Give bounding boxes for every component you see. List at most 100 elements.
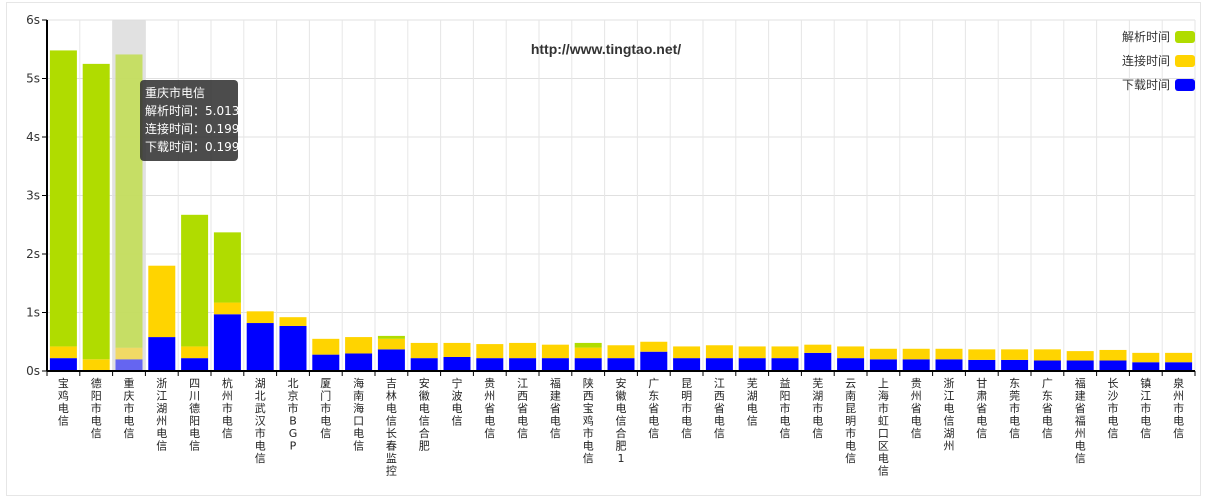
- bar-segment: [345, 353, 373, 371]
- bar-segment: [410, 358, 438, 371]
- x-category-label: 德阳市电信: [91, 376, 102, 440]
- bar-segment: [673, 358, 701, 371]
- bar-segment: [345, 337, 373, 354]
- x-category-label: 四川德阳电信: [189, 377, 200, 453]
- y-tick-label: 5s: [26, 72, 40, 86]
- legend-label: 解析时间: [1122, 30, 1170, 44]
- bar-segment: [771, 358, 799, 371]
- bar-segment: [377, 335, 405, 339]
- tooltip-title: 重庆市电信: [145, 85, 205, 100]
- x-category-label: 贵州省电信: [484, 377, 495, 440]
- x-category-label: 昆明市电信: [681, 377, 692, 440]
- bar-segment: [935, 359, 963, 371]
- bar-segment: [82, 63, 110, 360]
- bar-segment: [312, 354, 340, 371]
- y-tick-labels: 0s 1s 2s 3s 4s 5s 6s: [26, 13, 40, 378]
- legend-swatch: [1175, 55, 1195, 67]
- x-category-label: 安徽电信合肥 1: [616, 376, 627, 465]
- legend-label: 连接时间: [1122, 53, 1170, 68]
- x-category-label: 宝鸡电信: [58, 376, 69, 428]
- bar-segment: [509, 358, 537, 371]
- bar-segment: [213, 314, 241, 371]
- bar-segment: [968, 359, 996, 371]
- bar-segment: [574, 347, 602, 359]
- y-tick-label: 6s: [26, 13, 40, 27]
- x-category-label: 贵州省电信: [911, 377, 922, 440]
- bar-segment: [607, 358, 635, 371]
- bar-segment: [115, 347, 143, 360]
- bar-segment: [1066, 351, 1094, 361]
- bar-segment: [574, 342, 602, 348]
- bar-segment: [377, 338, 405, 350]
- bar-segment: [115, 359, 143, 371]
- bar-segment: [213, 232, 241, 303]
- tooltip-box: [140, 80, 238, 161]
- x-category-label: 云南昆明市电信: [845, 377, 856, 465]
- bar-segment: [705, 358, 733, 371]
- x-category-label: 芜湖电信: [747, 376, 758, 428]
- bar-segment: [1132, 352, 1160, 363]
- bar-segment: [49, 346, 77, 359]
- bar-segment: [541, 358, 569, 371]
- bar-segment: [673, 346, 701, 359]
- bar-segment: [541, 344, 569, 359]
- tooltip-line: 连接时间：0.199: [145, 121, 239, 136]
- x-category-label: 东莞市电信: [1009, 377, 1020, 440]
- chart-title: http://www.tingtao.net/: [531, 41, 681, 57]
- legend-swatch: [1175, 79, 1195, 91]
- y-tick-label: 0s: [26, 364, 40, 378]
- x-category-label: 上海市虹口区电信: [878, 377, 889, 478]
- x-category-label: 江西省电信: [714, 377, 725, 440]
- bar-segment: [837, 346, 865, 359]
- bar-segment: [443, 356, 471, 371]
- bar-segment: [935, 348, 963, 360]
- x-category-label: 广东省电信: [1042, 377, 1053, 440]
- bar-segment: [148, 265, 176, 338]
- x-category-label: 镇江市电信: [1140, 376, 1151, 440]
- x-category-label: 广东省电信: [648, 377, 659, 440]
- bar-segment: [1001, 359, 1029, 371]
- bar-segment: [181, 346, 209, 359]
- bar-segment: [410, 342, 438, 359]
- x-category-label: 宁波电信: [452, 376, 463, 428]
- x-category-label: 陕西宝鸡市电信: [583, 376, 594, 465]
- bar-segment: [279, 317, 307, 326]
- bar-segment: [902, 359, 930, 371]
- bar-segment: [640, 351, 668, 371]
- bar-segment: [837, 358, 865, 371]
- bar-segment: [213, 302, 241, 315]
- bar-segment: [1165, 352, 1193, 363]
- x-category-label: 福建省福州电信: [1075, 376, 1086, 465]
- bar-segment: [509, 342, 537, 359]
- bar-segment: [476, 344, 504, 359]
- bar-segment: [738, 358, 766, 371]
- axes: [42, 19, 1196, 376]
- bar-segment: [1165, 362, 1193, 371]
- x-category-label: 甘肃省电信: [976, 377, 987, 440]
- bar-segment: [640, 341, 668, 352]
- legend-swatch: [1175, 31, 1195, 43]
- x-category-label: 浙江湖州电信: [156, 377, 167, 453]
- bar-segment: [1099, 360, 1127, 371]
- tooltip-line: 下载时间：0.199: [145, 140, 239, 154]
- x-category-label: 重庆市电信: [124, 376, 135, 440]
- bar-segment: [279, 325, 307, 371]
- bar-segment: [82, 359, 110, 371]
- x-category-label: 北京市 B G P: [288, 377, 299, 453]
- x-category-label: 杭州市电信: [222, 376, 233, 440]
- bars: [49, 50, 1193, 371]
- bar-segment: [377, 349, 405, 371]
- bar-segment: [1066, 360, 1094, 371]
- x-category-label: 安徽电信合肥: [419, 376, 430, 453]
- bar-segment: [443, 342, 471, 357]
- bar-segment: [574, 358, 602, 371]
- bar-segment: [607, 345, 635, 359]
- bar-segment: [1001, 349, 1029, 360]
- y-tick-label: 2s: [26, 247, 40, 261]
- bar-segment: [869, 348, 897, 360]
- bar-segment: [902, 348, 930, 360]
- bar-segment: [1132, 362, 1160, 371]
- x-category-label: 湖北武汉市电信: [255, 377, 266, 465]
